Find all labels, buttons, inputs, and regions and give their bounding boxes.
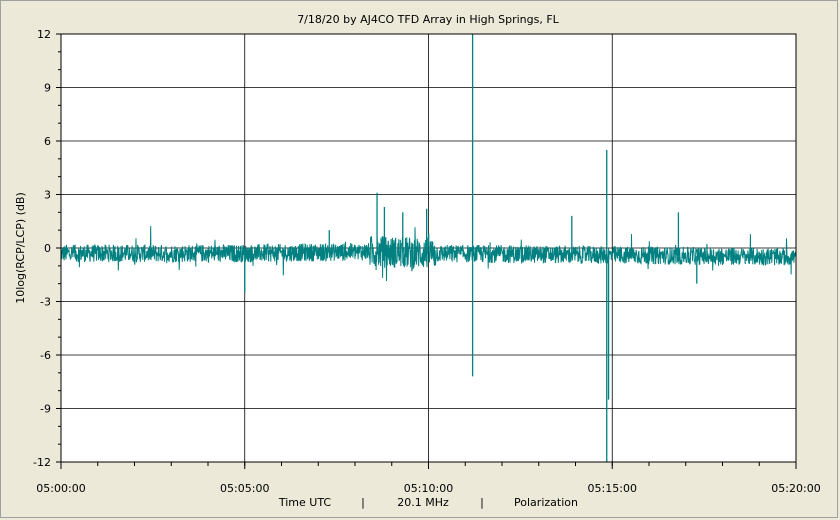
signal-spikes xyxy=(244,34,698,462)
x-tick-label: 05:00:00 xyxy=(36,482,85,495)
y-tick-label: 6 xyxy=(44,135,51,148)
x-tick-label: 05:10:00 xyxy=(404,482,453,495)
x-label-mode: Polarization xyxy=(514,496,578,509)
x-tick-label: 05:15:00 xyxy=(588,482,637,495)
plot-border xyxy=(60,33,797,463)
x-label-time: Time UTC xyxy=(278,496,332,509)
y-tick-label: 12 xyxy=(37,28,51,41)
chart-title: 7/18/20 by AJ4CO TFD Array in High Sprin… xyxy=(297,13,559,26)
series-polarization xyxy=(60,226,797,282)
y-tick-labels: 12 9 6 3 0 -3 -6 -9 -12 xyxy=(33,28,51,469)
x-tick-labels: 05:00:00 05:05:00 05:10:00 05:15:00 05:20:00 xyxy=(36,482,820,495)
x-label-frequency: 20.1 MHz xyxy=(397,496,449,509)
y-tick-label: -3 xyxy=(40,296,51,309)
y-tick-label: 9 xyxy=(44,82,51,95)
y-axis-label: 10log(RCP/LCP) (dB) xyxy=(14,192,27,304)
x-axis-label: Time UTC | 20.1 MHz | Polarization xyxy=(278,496,578,509)
y-tick-label: 0 xyxy=(44,242,51,255)
x-label-sep-1: | xyxy=(361,496,365,509)
series-line xyxy=(60,226,797,282)
x-tick-label: 05:05:00 xyxy=(220,482,269,495)
y-tick-label: -9 xyxy=(40,403,51,416)
x-tick-label: 05:20:00 xyxy=(771,482,820,495)
y-tick-label: 3 xyxy=(44,189,51,202)
x-label-sep-2: | xyxy=(480,496,484,509)
y-tick-label: -6 xyxy=(40,349,51,362)
y-tick-label: -12 xyxy=(33,456,51,469)
axes xyxy=(56,33,797,469)
